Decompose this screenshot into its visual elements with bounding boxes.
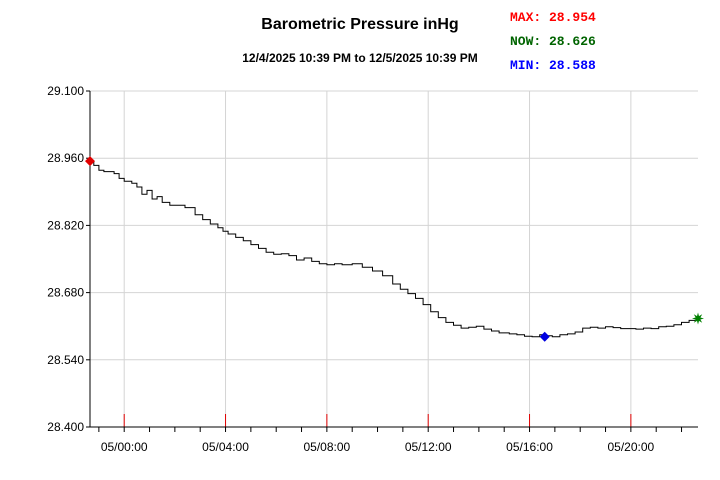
- stat-now: NOW: 28.626: [510, 34, 596, 49]
- x-tick-label: 05/04:00: [202, 440, 249, 454]
- series-line-0: [90, 160, 699, 338]
- stat-max: MAX: 28.954: [510, 10, 596, 25]
- y-tick-label: 28.820: [47, 218, 84, 232]
- x-tick-label: 05/16:00: [506, 440, 553, 454]
- y-tick-labels: 29.100 28.960 28.820 28.680 28.540 28.400: [47, 84, 84, 434]
- y-tick-label: 28.540: [47, 353, 84, 367]
- y-tick-label: 28.680: [47, 286, 84, 300]
- y-tick-label: 29.100: [47, 84, 84, 98]
- x-tick-label: 05/08:00: [304, 440, 351, 454]
- grid: [90, 90, 698, 427]
- y-tick-label: 28.400: [47, 420, 84, 434]
- now-marker: [692, 312, 704, 325]
- chart-title: Barometric Pressure inHg: [261, 16, 458, 33]
- series-layer: [90, 160, 699, 338]
- x-tick-label: 05/20:00: [608, 440, 655, 454]
- x-tick-label: 05/00:00: [101, 440, 148, 454]
- y-tick-label: 28.960: [47, 151, 84, 165]
- markers-layer: [85, 156, 704, 342]
- chart-subtitle: 12/4/2025 10:39 PM to 12/5/2025 10:39 PM: [242, 51, 477, 65]
- max-marker: [85, 156, 95, 167]
- min-marker: [539, 331, 550, 342]
- stat-min: MIN: 28.588: [510, 58, 596, 73]
- x-tick-label: 05/12:00: [405, 440, 452, 454]
- axes: [86, 90, 698, 432]
- x-tick-labels: 05/00:00 05/04:00 05/08:00 05/12:00 05/16:00…: [101, 440, 655, 454]
